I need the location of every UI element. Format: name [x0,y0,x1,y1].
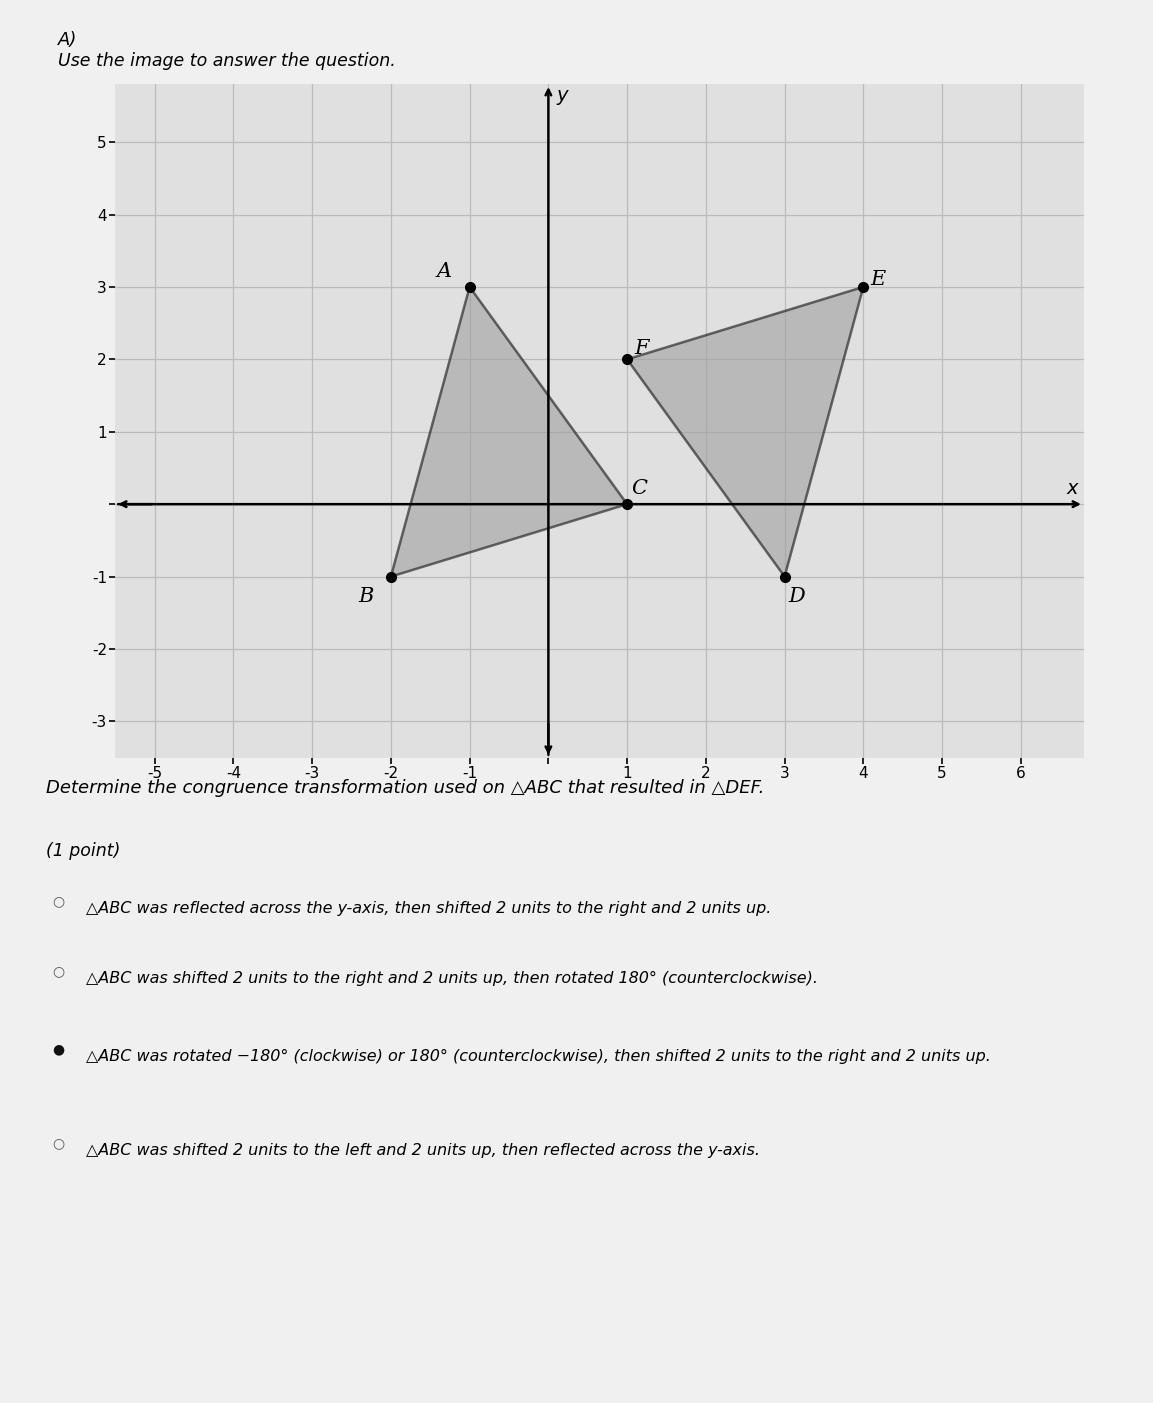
Text: (1 point): (1 point) [46,842,121,860]
Text: E: E [869,271,886,289]
Text: ○: ○ [52,894,65,908]
Text: ●: ● [52,1042,65,1056]
Text: A: A [437,261,452,281]
Text: C: C [631,478,647,498]
Text: Use the image to answer the question.: Use the image to answer the question. [58,52,395,70]
Polygon shape [627,288,864,577]
Text: B: B [359,588,374,606]
Text: Determine the congruence transformation used on △ABC that resulted in △DEF.: Determine the congruence transformation … [46,779,764,797]
Text: ○: ○ [52,964,65,978]
Text: A): A) [58,31,77,49]
Text: D: D [787,588,805,606]
Text: △ABC was shifted 2 units to the left and 2 units up, then reflected across the y: △ABC was shifted 2 units to the left and… [86,1143,761,1159]
Polygon shape [391,288,627,577]
Text: ○: ○ [52,1136,65,1150]
Text: y: y [557,86,568,105]
Text: △ABC was reflected across the y-axis, then shifted 2 units to the right and 2 un: △ABC was reflected across the y-axis, th… [86,901,771,916]
Text: △ABC was shifted 2 units to the right and 2 units up, then rotated 180° (counter: △ABC was shifted 2 units to the right an… [86,971,819,986]
Text: F: F [634,340,648,358]
Text: x: x [1067,478,1078,498]
Text: △ABC was rotated −180° (clockwise) or 180° (counterclockwise), then shifted 2 un: △ABC was rotated −180° (clockwise) or 18… [86,1049,992,1065]
